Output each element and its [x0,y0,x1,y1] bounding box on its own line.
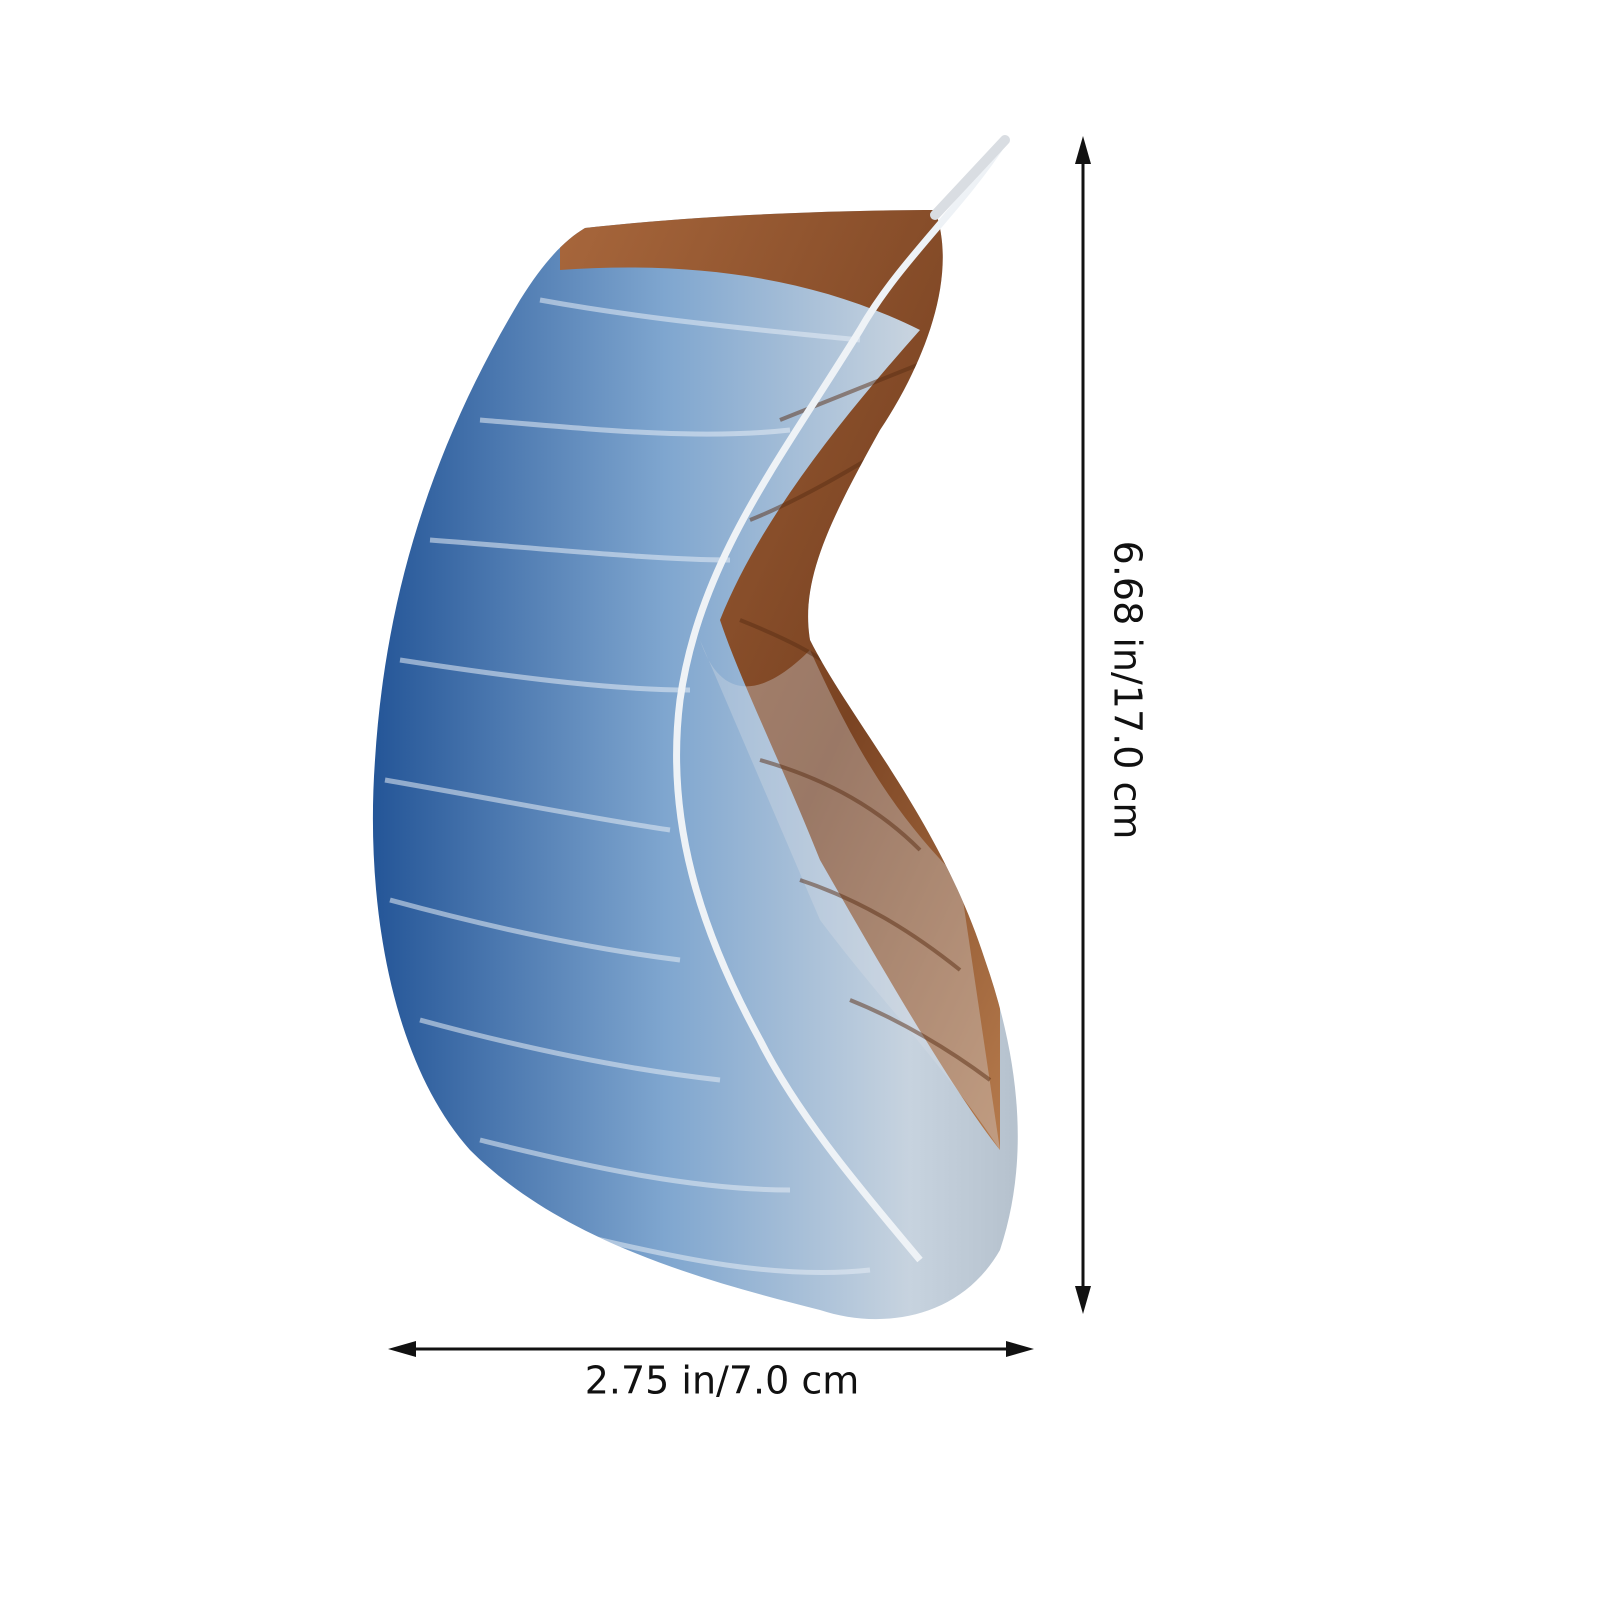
height-dimension: 6.68 in/17.0 cm [1075,136,1150,1314]
leaf-midrib [673,138,1008,1263]
leaf-stem [930,135,1010,220]
width-label: 2.75 in/7.0 cm [585,1359,860,1403]
width-dimension: 2.75 in/7.0 cm [388,1341,1034,1403]
leaf [372,210,1018,1320]
height-label: 6.68 in/17.0 cm [1106,541,1150,840]
